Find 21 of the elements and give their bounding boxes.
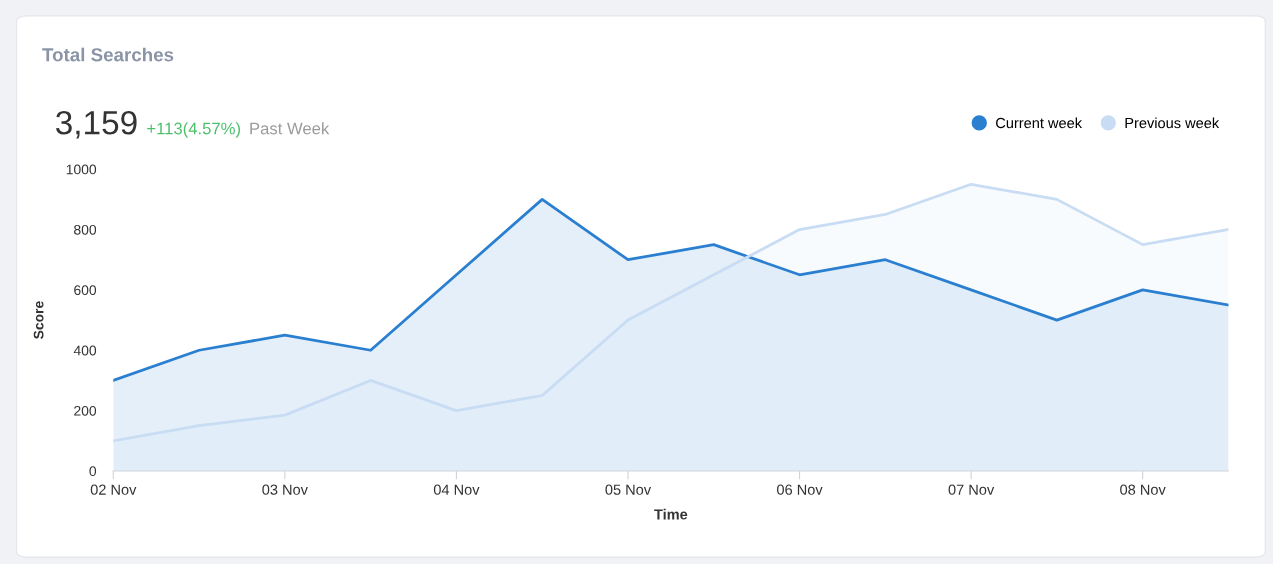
x-tick-label: 05 Nov: [605, 484, 652, 495]
x-tick-label: 02 Nov: [90, 484, 137, 495]
y-tick-label: 400: [73, 345, 97, 356]
text: Past Week: [250, 122, 330, 135]
x-tick-label: 08 Nov: [1120, 484, 1166, 495]
x-tick-label: 07 Nov: [948, 484, 995, 495]
x-tick-label: 03 Nov: [262, 484, 308, 495]
text: 3,159: [56, 110, 137, 139]
chart-title: Total Searches: [42, 47, 174, 62]
y-tick-label: 0: [89, 466, 97, 477]
text: +113(4.57%): [147, 122, 240, 138]
y-tick-label: 200: [74, 405, 97, 416]
y-tick-label: 800: [74, 224, 97, 235]
legend-label: Current week: [996, 117, 1083, 129]
legend-label: Previous week: [1125, 117, 1220, 129]
y-tick-label: 600: [74, 285, 97, 296]
x-tick-label: 04 Nov: [433, 484, 480, 495]
x-axis-title: Time: [654, 508, 688, 520]
y-axis-title: Score: [33, 301, 44, 339]
y-tick-label: 1000: [66, 164, 97, 175]
x-tick-label: 06 Nov: [777, 484, 823, 495]
